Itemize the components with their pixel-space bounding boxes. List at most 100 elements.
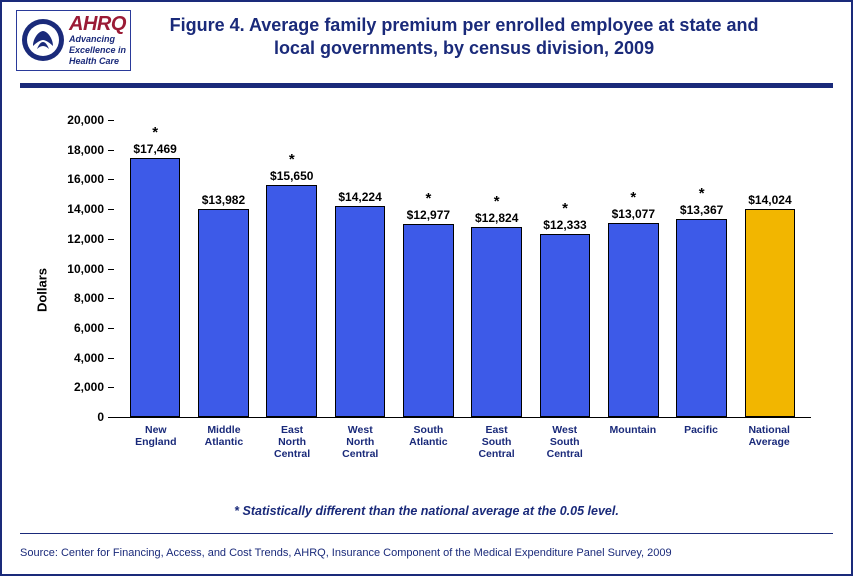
y-tick-mark: [108, 150, 114, 151]
bar-value-group: $13,982: [189, 176, 257, 207]
x-tick-label: EastNorthCentral: [258, 420, 326, 460]
x-tick-label: WestSouthCentral: [531, 420, 599, 460]
bar-slot: * $12,977: [394, 120, 462, 417]
bar-value-label: $13,077: [599, 207, 667, 221]
significance-star: *: [258, 152, 326, 167]
bar-value-group: * $12,977: [394, 191, 462, 222]
y-tick-label: 0: [97, 410, 104, 424]
y-tick-label: 10,000: [67, 262, 104, 276]
bar-slot: * $12,333: [531, 120, 599, 417]
ahrq-tagline-3: Health Care: [69, 57, 119, 67]
bar-slot: * $13,077: [599, 120, 667, 417]
y-tick-label: 16,000: [67, 172, 104, 186]
bar-value-group: * $12,824: [463, 194, 531, 225]
bar-slot: * $13,367: [667, 120, 735, 417]
bar: [266, 185, 317, 417]
y-tick-label: 12,000: [67, 232, 104, 246]
chart-container: Dollars *$17,469$13,982*$15,650$14,224*$…: [50, 120, 821, 460]
significance-star: *: [121, 125, 189, 140]
bar: [198, 209, 249, 417]
bar-value-group: $14,024: [736, 176, 804, 207]
figure-frame: AHRQ Advancing Excellence in Health Care…: [0, 0, 853, 576]
ahrq-tagline-2: Excellence in: [69, 46, 126, 56]
y-tick-mark: [108, 358, 114, 359]
bar-value-label: $14,224: [326, 190, 394, 204]
y-tick-mark: [108, 179, 114, 180]
footer-divider: [20, 533, 833, 534]
bar-value-label: $13,367: [667, 203, 735, 217]
source-citation: Source: Center for Financing, Access, an…: [20, 547, 833, 559]
bar-value-group: * $17,469: [121, 125, 189, 156]
bar: [335, 206, 386, 417]
bar-slot: * $17,469: [121, 120, 189, 417]
bar-value-group: * $15,650: [258, 152, 326, 183]
ahrq-wordmark: AHRQ: [69, 14, 126, 34]
header: AHRQ Advancing Excellence in Health Care…: [2, 2, 851, 77]
y-tick-label: 20,000: [67, 113, 104, 127]
y-tick-mark: [108, 269, 114, 270]
y-tick-mark: [108, 239, 114, 240]
y-tick-mark: [108, 417, 114, 418]
chart-title: Figure 4. Average family premium per enr…: [131, 10, 837, 61]
x-tick-label: SouthAtlantic: [394, 420, 462, 460]
bar: [540, 234, 591, 417]
hhs-seal-icon: [21, 18, 65, 62]
significance-star: [189, 176, 257, 191]
ahrq-tagline-1: Advancing: [69, 35, 115, 45]
x-tick-label: Mountain: [599, 420, 667, 460]
y-tick-label: 4,000: [74, 351, 104, 365]
significance-star: *: [599, 190, 667, 205]
bar-value-group: $14,224: [326, 173, 394, 204]
y-tick-mark: [108, 328, 114, 329]
y-tick-mark: [108, 298, 114, 299]
bar-value-label: $17,469: [121, 142, 189, 156]
y-axis-label: Dollars: [35, 268, 50, 312]
bar-value-group: * $12,333: [531, 201, 599, 232]
bars-group: *$17,469$13,982*$15,650$14,224*$12,977*$…: [114, 120, 811, 417]
bar-value-label: $14,024: [736, 193, 804, 207]
significance-star: *: [463, 194, 531, 209]
y-tick-label: 2,000: [74, 380, 104, 394]
bar-value-group: * $13,367: [667, 186, 735, 217]
bar-slot: * $12,824: [463, 120, 531, 417]
bar-slot: $14,224: [326, 120, 394, 417]
bar-slot: $13,982: [189, 120, 257, 417]
bar-value-label: $12,333: [531, 218, 599, 232]
bar: [130, 158, 181, 417]
bar: [745, 209, 796, 417]
x-tick-label: NationalAverage: [735, 420, 803, 460]
bar: [403, 224, 454, 417]
significance-star: *: [394, 191, 462, 206]
significance-star: *: [531, 201, 599, 216]
y-tick-mark: [108, 120, 114, 121]
significance-star: [326, 173, 394, 188]
bar: [471, 227, 522, 417]
bar-value-label: $12,824: [463, 211, 531, 225]
significance-star: [736, 176, 804, 191]
header-divider: [20, 83, 833, 88]
bar: [608, 223, 659, 417]
y-tick-mark: [108, 387, 114, 388]
significance-star: *: [667, 186, 735, 201]
y-tick-mark: [108, 209, 114, 210]
bar-value-group: * $13,077: [599, 190, 667, 221]
footnote: * Statistically different than the natio…: [2, 504, 851, 518]
x-tick-label: MiddleAtlantic: [190, 420, 258, 460]
x-tick-label: EastSouthCentral: [462, 420, 530, 460]
y-tick-label: 8,000: [74, 291, 104, 305]
x-axis-ticks: NewEnglandMiddleAtlanticEastNorthCentral…: [114, 420, 811, 460]
x-tick-label: NewEngland: [122, 420, 190, 460]
logo-area: AHRQ Advancing Excellence in Health Care: [16, 10, 131, 71]
bar-value-label: $12,977: [394, 208, 462, 222]
x-tick-label: WestNorthCentral: [326, 420, 394, 460]
bar-value-label: $13,982: [189, 193, 257, 207]
y-tick-label: 14,000: [67, 202, 104, 216]
bar-slot: * $15,650: [258, 120, 326, 417]
bar-value-label: $15,650: [258, 169, 326, 183]
y-tick-label: 6,000: [74, 321, 104, 335]
y-tick-label: 18,000: [67, 143, 104, 157]
bar-slot: $14,024: [736, 120, 804, 417]
x-tick-label: Pacific: [667, 420, 735, 460]
plot-area: *$17,469$13,982*$15,650$14,224*$12,977*$…: [114, 120, 811, 418]
ahrq-text-block: AHRQ Advancing Excellence in Health Care: [69, 14, 126, 67]
